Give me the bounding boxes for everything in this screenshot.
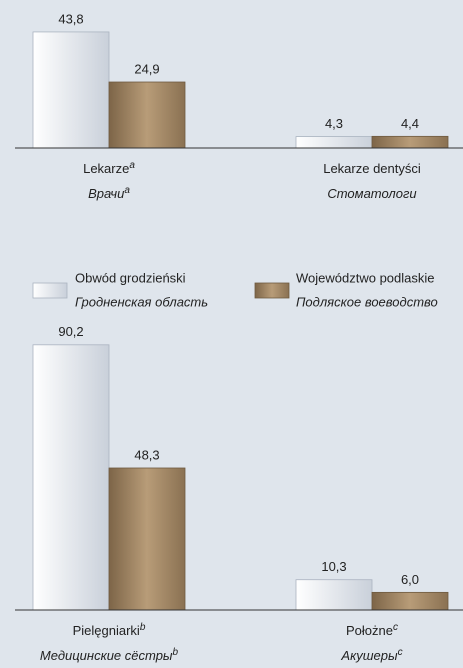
- value-label: 48,3: [134, 447, 159, 462]
- legend-swatch: [32, 282, 68, 299]
- legend-swatch: [254, 282, 290, 299]
- value-label: 4,3: [325, 116, 343, 131]
- category-name-ru: Медицинские сёстры: [40, 648, 173, 663]
- bar: [295, 136, 373, 149]
- category-name: Lekarze: [83, 161, 129, 176]
- bar: [108, 81, 186, 149]
- value-label: 90,2: [58, 324, 83, 339]
- category-label-ru: Врачиa: [88, 185, 130, 202]
- category-name: Położne: [346, 623, 393, 638]
- footnote-marker: a: [124, 185, 130, 196]
- bar: [295, 579, 373, 611]
- category-name: Pielęgniarki: [73, 623, 140, 638]
- value-label: 10,3: [321, 559, 346, 574]
- category-name-ru: Стоматологи: [327, 186, 416, 201]
- category-label: Położnec: [346, 622, 398, 639]
- footnote-marker: a: [129, 160, 135, 171]
- legend-label-ru: Подляское воеводство: [296, 294, 438, 309]
- category-name: Lekarze dentyści: [323, 161, 421, 176]
- value-label: 4,4: [401, 116, 419, 131]
- value-label: 43,8: [58, 11, 83, 26]
- category-name-ru: Акушеры: [340, 648, 398, 663]
- bar: [108, 467, 186, 611]
- category-label-ru: Стоматологи: [327, 186, 416, 201]
- legend-label-ru: Гродненская область: [75, 294, 208, 309]
- bar: [371, 135, 449, 149]
- value-label: 6,0: [401, 572, 419, 587]
- legend-label: Województwo podlaskie: [296, 270, 435, 285]
- footnote-marker: b: [140, 622, 146, 633]
- category-label: Lekarzea: [83, 160, 135, 177]
- footnote-marker: b: [173, 647, 179, 658]
- category-label-ru: Акушерыc: [340, 647, 402, 664]
- bar: [371, 591, 449, 611]
- bar: [32, 31, 110, 149]
- legend-label: Obwód grodzieński: [75, 270, 186, 285]
- category-label: Pielęgniarkib: [73, 622, 146, 639]
- footnote-marker: c: [393, 622, 398, 633]
- bar: [32, 344, 110, 611]
- category-name-ru: Врачи: [88, 186, 124, 201]
- value-label: 24,9: [134, 61, 159, 76]
- category-label: Lekarze dentyści: [323, 161, 421, 176]
- footnote-marker: c: [398, 647, 403, 658]
- category-label-ru: Медицинские сёстрыb: [40, 647, 179, 664]
